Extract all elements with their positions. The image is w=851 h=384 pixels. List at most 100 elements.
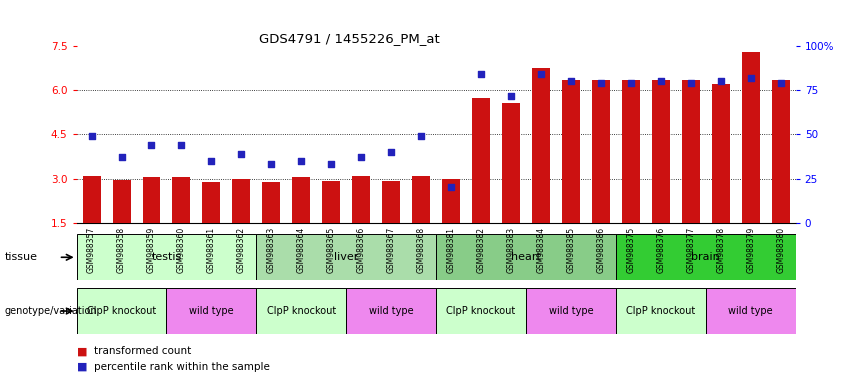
Point xyxy=(204,158,218,164)
Text: ClpP knockout: ClpP knockout xyxy=(87,306,156,316)
Text: heart: heart xyxy=(511,252,541,262)
Bar xyxy=(77,288,167,334)
Text: GSM988386: GSM988386 xyxy=(597,227,605,273)
Text: tissue: tissue xyxy=(4,252,37,262)
Text: ClpP knockout: ClpP knockout xyxy=(626,306,695,316)
Bar xyxy=(142,177,161,223)
Bar xyxy=(256,288,346,334)
Bar xyxy=(256,234,436,280)
Bar xyxy=(112,180,130,223)
Bar xyxy=(323,180,340,223)
Text: GSM988375: GSM988375 xyxy=(626,227,636,273)
Point xyxy=(385,149,398,155)
Bar xyxy=(83,175,100,223)
Bar xyxy=(167,288,256,334)
Bar xyxy=(616,234,796,280)
Text: GSM988377: GSM988377 xyxy=(686,227,695,273)
Bar xyxy=(742,52,760,223)
Text: ■: ■ xyxy=(77,346,87,356)
Point xyxy=(174,142,188,148)
Text: GSM988368: GSM988368 xyxy=(417,227,426,273)
Point xyxy=(774,80,787,86)
Text: wild type: wild type xyxy=(368,306,414,316)
Text: liver: liver xyxy=(334,252,358,262)
Text: GSM988367: GSM988367 xyxy=(386,227,396,273)
Bar xyxy=(616,288,705,334)
Bar xyxy=(472,98,490,223)
Point xyxy=(654,78,668,84)
Text: GSM988378: GSM988378 xyxy=(717,227,725,273)
Bar xyxy=(382,180,400,223)
Bar xyxy=(532,68,550,223)
Bar xyxy=(443,179,460,223)
Bar xyxy=(412,175,430,223)
Point xyxy=(505,93,518,99)
Bar xyxy=(346,288,437,334)
Bar xyxy=(652,80,670,223)
Bar xyxy=(705,288,796,334)
Text: GSM988380: GSM988380 xyxy=(776,227,785,273)
Text: GSM988364: GSM988364 xyxy=(297,227,306,273)
Text: ClpP knockout: ClpP knockout xyxy=(447,306,516,316)
Point xyxy=(145,142,158,148)
Text: wild type: wild type xyxy=(728,306,773,316)
Bar xyxy=(262,182,280,223)
Point xyxy=(85,133,99,139)
Bar xyxy=(352,175,370,223)
Bar xyxy=(436,288,526,334)
Bar xyxy=(232,179,250,223)
Point xyxy=(594,80,608,86)
Point xyxy=(564,78,578,84)
Text: GSM988366: GSM988366 xyxy=(357,227,366,273)
Text: testis: testis xyxy=(151,252,181,262)
Bar xyxy=(502,104,520,223)
Bar xyxy=(622,80,640,223)
Text: GSM988358: GSM988358 xyxy=(117,227,126,273)
Text: wild type: wild type xyxy=(549,306,593,316)
Point xyxy=(265,161,278,167)
Text: GSM988359: GSM988359 xyxy=(147,227,156,273)
Point xyxy=(294,158,308,164)
Bar xyxy=(562,80,580,223)
Text: GSM988382: GSM988382 xyxy=(477,227,486,273)
Text: transformed count: transformed count xyxy=(94,346,191,356)
Text: wild type: wild type xyxy=(189,306,234,316)
Text: GSM988362: GSM988362 xyxy=(237,227,246,273)
Text: brain: brain xyxy=(691,252,720,262)
Point xyxy=(714,78,728,84)
Bar xyxy=(682,80,700,223)
Point xyxy=(624,80,637,86)
Point xyxy=(354,154,368,161)
Text: GSM988384: GSM988384 xyxy=(536,227,545,273)
Point xyxy=(324,161,338,167)
Text: GSM988365: GSM988365 xyxy=(327,227,336,273)
Text: genotype/variation: genotype/variation xyxy=(4,306,97,316)
Text: ■: ■ xyxy=(77,362,87,372)
Text: ClpP knockout: ClpP knockout xyxy=(266,306,336,316)
Bar xyxy=(772,80,790,223)
Point xyxy=(115,154,129,161)
Text: GSM988379: GSM988379 xyxy=(746,227,755,273)
Bar xyxy=(526,288,616,334)
Point xyxy=(414,133,428,139)
Text: GSM988363: GSM988363 xyxy=(267,227,276,273)
Text: GSM988360: GSM988360 xyxy=(177,227,186,273)
Text: GSM988385: GSM988385 xyxy=(567,227,575,273)
Text: GSM988357: GSM988357 xyxy=(87,227,96,273)
Point xyxy=(474,71,488,78)
Bar xyxy=(293,177,311,223)
Title: GDS4791 / 1455226_PM_at: GDS4791 / 1455226_PM_at xyxy=(260,32,440,45)
Text: GSM988361: GSM988361 xyxy=(207,227,216,273)
Text: GSM988383: GSM988383 xyxy=(506,227,516,273)
Text: GSM988376: GSM988376 xyxy=(656,227,665,273)
Text: percentile rank within the sample: percentile rank within the sample xyxy=(94,362,270,372)
Bar xyxy=(203,182,220,223)
Bar xyxy=(592,80,610,223)
Point xyxy=(534,71,548,78)
Bar xyxy=(173,177,191,223)
Text: GSM988381: GSM988381 xyxy=(447,227,455,273)
Bar xyxy=(711,84,730,223)
Point xyxy=(235,151,248,157)
Point xyxy=(684,80,698,86)
Bar xyxy=(77,234,256,280)
